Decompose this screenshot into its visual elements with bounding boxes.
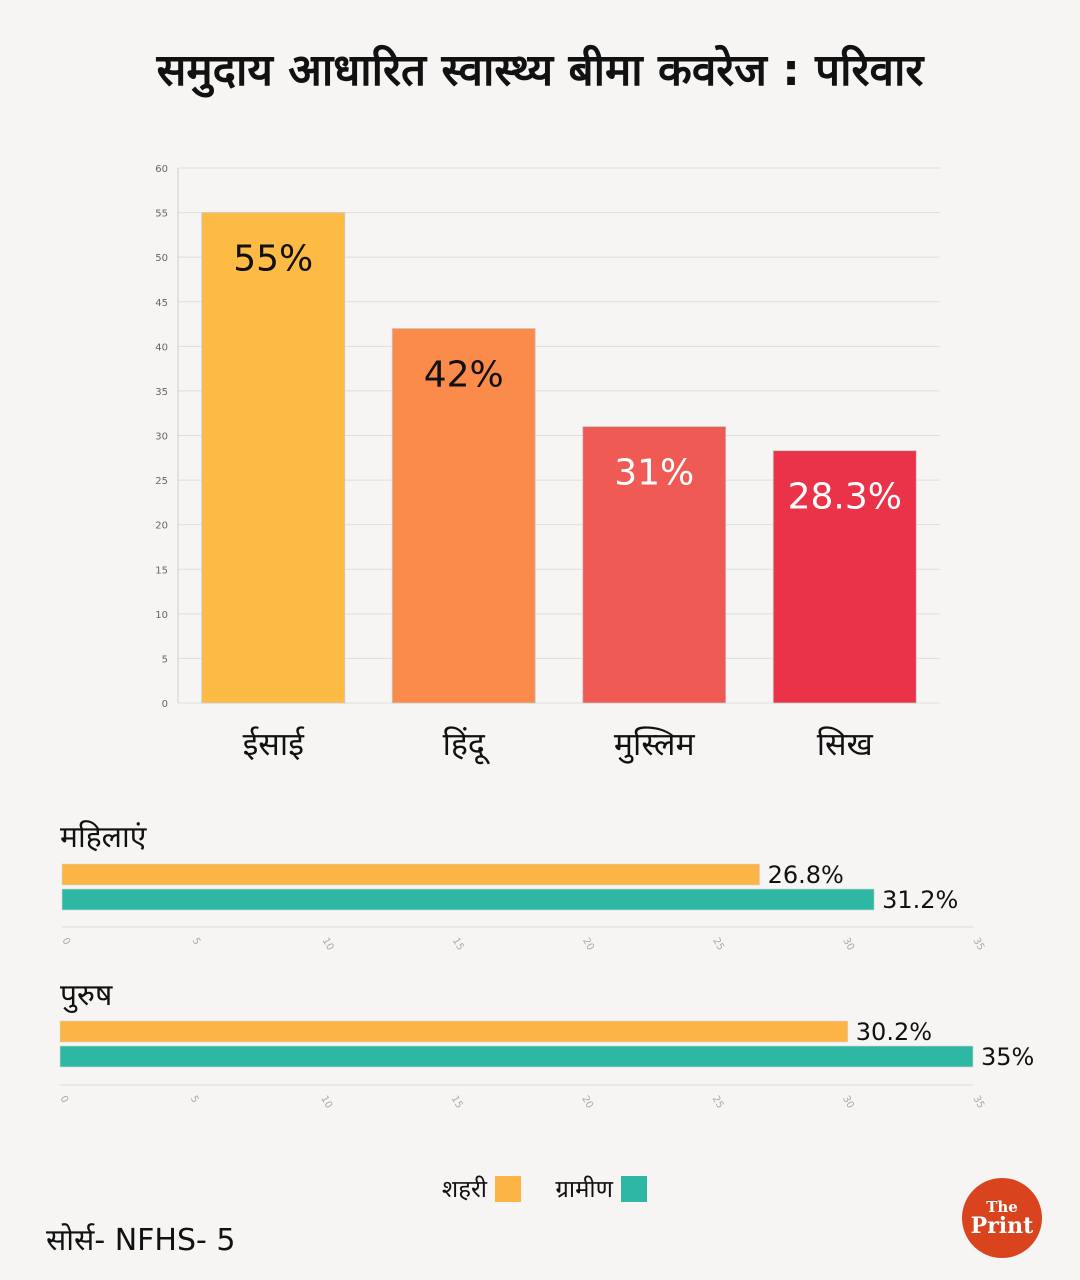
legend-swatch-urban	[495, 1176, 521, 1202]
y-tick-label: 30	[155, 432, 168, 443]
y-tick-label: 40	[155, 342, 168, 353]
hbar-data-label: 30.2%	[856, 1018, 932, 1046]
theprint-logo: The Print	[962, 1178, 1042, 1258]
bar-group-title: महिलाएं	[60, 820, 148, 855]
x-tick-label: 25	[710, 1094, 726, 1111]
hbar	[59, 1045, 974, 1068]
x-tick-label: 15	[450, 936, 466, 953]
legend-label-urban: शहरी	[442, 1175, 488, 1203]
bar-data-label: 42%	[424, 355, 504, 396]
x-tick-label: 5	[188, 1094, 201, 1105]
x-tick-label: 0	[57, 1094, 70, 1105]
logo-text-print: Print	[970, 1212, 1034, 1239]
bar-data-label: 28.3%	[788, 477, 902, 518]
bar-group-title: पुरुष	[60, 978, 113, 1014]
bar	[391, 328, 536, 704]
x-tick-label: 30	[840, 936, 856, 953]
bar-data-label: 55%	[233, 239, 313, 280]
hbar-data-label: 35%	[981, 1043, 1034, 1071]
x-tick-label: 35	[970, 1094, 986, 1111]
x-tick-label: 0	[59, 936, 72, 947]
logo-text-the: The	[986, 1197, 1018, 1216]
y-tick-label: 5	[162, 654, 168, 665]
source-note: सोर्स- NFHS- 5	[46, 1223, 236, 1258]
x-tick-label: 25	[710, 936, 726, 953]
hbar	[61, 863, 760, 886]
y-tick-label: 15	[155, 565, 168, 576]
y-tick-label: 25	[155, 476, 168, 487]
y-tick-label: 45	[155, 298, 168, 309]
y-tick-label: 20	[155, 521, 168, 532]
x-category-label: ईसाई	[243, 725, 306, 763]
y-tick-label: 50	[155, 253, 168, 264]
y-tick-label: 60	[155, 164, 168, 175]
x-category-label: सिख	[817, 725, 874, 763]
x-tick-label: 20	[580, 936, 596, 953]
hbar	[61, 888, 875, 911]
x-tick-label: 30	[840, 1094, 856, 1111]
legend-swatch-rural	[621, 1176, 647, 1202]
hbar	[59, 1020, 849, 1043]
x-category-label: हिंदू	[443, 725, 491, 765]
hbar-data-label: 31.2%	[882, 886, 958, 914]
x-tick-label: 15	[449, 1094, 465, 1111]
y-tick-label: 55	[155, 209, 168, 220]
hbar-data-label: 26.8%	[768, 861, 844, 889]
bar	[201, 212, 346, 704]
legend-label-rural: ग्रामीण	[555, 1175, 613, 1203]
bar	[772, 450, 917, 704]
x-tick-label: 10	[320, 936, 336, 953]
y-tick-label: 0	[162, 699, 168, 710]
bar	[582, 426, 727, 704]
x-category-label: मुस्लिम	[614, 725, 696, 764]
x-tick-label: 10	[318, 1094, 334, 1111]
x-tick-label: 5	[190, 936, 203, 947]
x-tick-label: 35	[970, 936, 986, 953]
y-tick-label: 35	[155, 387, 168, 398]
y-tick-label: 10	[155, 610, 168, 621]
bar-data-label: 31%	[614, 453, 694, 494]
x-tick-label: 20	[579, 1094, 595, 1111]
chart-title: समुदाय आधारित स्वास्थ्य बीमा कवरेज : परि…	[156, 45, 924, 96]
